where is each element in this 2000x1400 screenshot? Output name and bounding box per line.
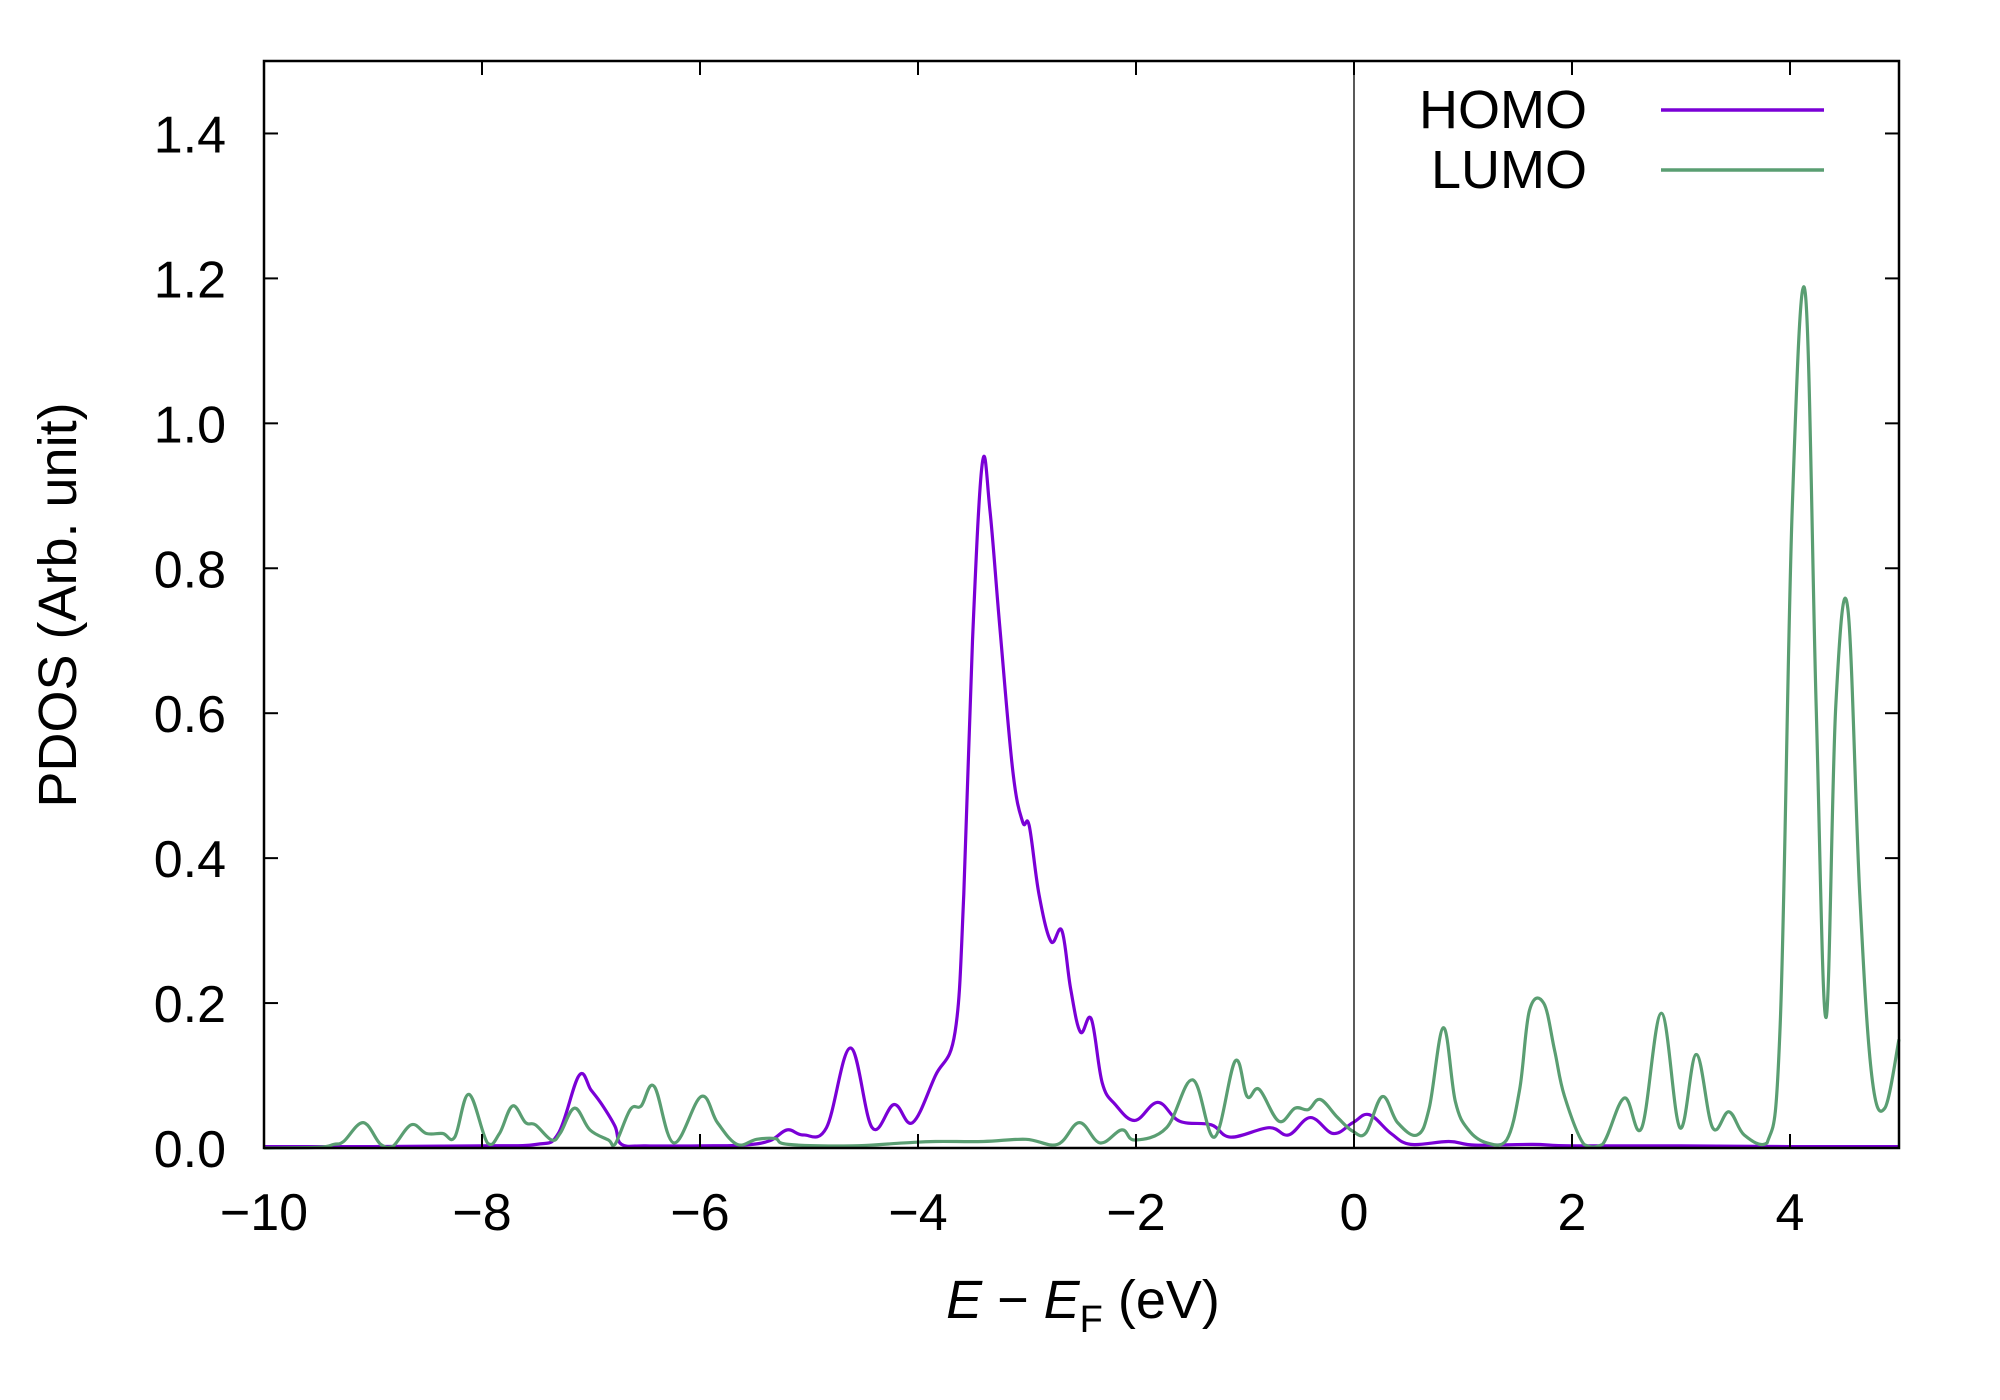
x-tick-label: 0: [1340, 1184, 1369, 1242]
y-tick-label: 1.4: [154, 106, 226, 164]
axis-ticks: [263, 61, 1899, 1149]
y-axis-title: PDOS (Arb. unit): [28, 402, 88, 807]
legend-label-homo: HOMO: [1419, 80, 1587, 140]
x-tick-label: −10: [220, 1184, 308, 1242]
x-title-ef: E: [1044, 1270, 1081, 1330]
y-tick-label: 0.2: [154, 976, 226, 1034]
x-tick-label: 4: [1776, 1184, 1805, 1242]
series-line-lumo: [263, 285, 1901, 1150]
y-tick-label: 0.6: [154, 686, 226, 744]
y-tick-label: 1.2: [154, 251, 226, 309]
y-tick-label: 0.0: [154, 1121, 226, 1179]
x-tick-label: 2: [1558, 1184, 1587, 1242]
legend-label-lumo: LUMO: [1431, 140, 1587, 200]
x-tick-label: −6: [670, 1184, 729, 1242]
y-tick-label: 0.8: [154, 541, 226, 599]
x-axis-title: E − EF (eV): [946, 1270, 1220, 1341]
x-title-e: E: [946, 1270, 983, 1330]
x-title-unit: (eV): [1103, 1270, 1220, 1330]
x-tick-label: −8: [452, 1184, 511, 1242]
x-tick-label: −4: [888, 1184, 947, 1242]
y-tick-label: 0.4: [154, 831, 226, 889]
x-tick-label: −2: [1106, 1184, 1165, 1242]
y-tick-labels: 0.0 0.2 0.4 0.6 0.8 1.0 1.2 1.4: [154, 106, 226, 1179]
x-tick-labels: −10 −8 −6 −4 −2 0 2 4: [220, 1184, 1805, 1242]
x-title-sub: F: [1080, 1299, 1103, 1341]
y-tick-label: 1.0: [154, 396, 226, 454]
curves: [263, 285, 1901, 1150]
x-title-minus: −: [982, 1270, 1044, 1330]
series-line-homo: [263, 454, 1900, 1149]
plot-frame: [262, 59, 1901, 1150]
